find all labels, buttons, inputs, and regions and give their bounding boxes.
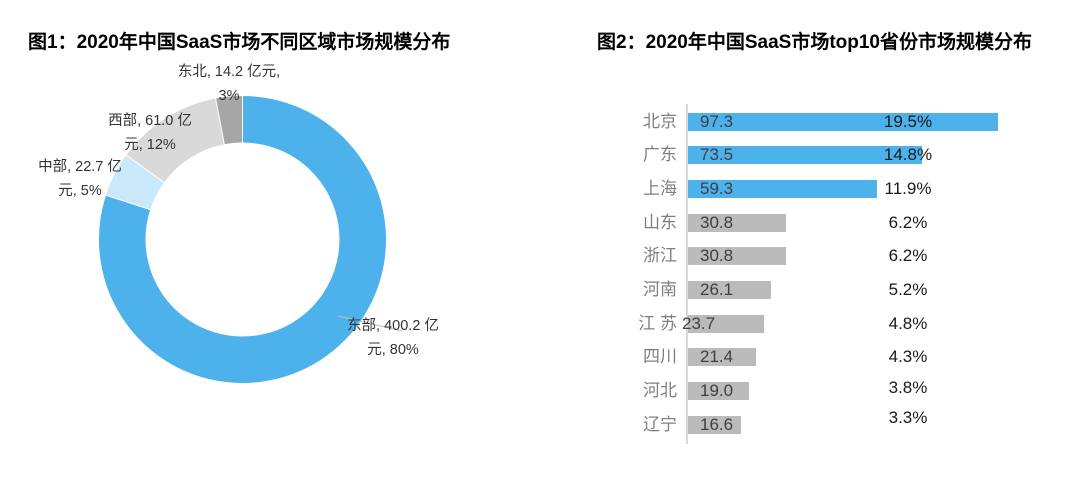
bar-0 xyxy=(688,112,998,131)
bar-value-label-0: 97.3 xyxy=(700,111,734,131)
bar-category-label-0: 北京 xyxy=(643,111,677,131)
bar-percent-label-4: 6.2% xyxy=(888,246,928,266)
bar-2 xyxy=(688,179,877,198)
donut-slice-0 xyxy=(98,94,387,384)
bar-9 xyxy=(688,415,741,434)
bar-percent-label-3: 6.2% xyxy=(888,212,928,232)
bar-value-label-6: 23.7 xyxy=(682,313,716,333)
bar-percent-label-7: 4.3% xyxy=(888,347,928,367)
bar-category-label-4: 浙江 xyxy=(643,246,677,266)
donut-data-label-1: 中部, 22.7 亿元, 5% xyxy=(38,159,122,199)
bar-percent-label-5: 5.2% xyxy=(888,280,928,299)
figure2-title: 图2：2020年中国SaaS市场top10省份市场规模分布 xyxy=(597,32,1032,53)
bar-percent-label-0: 19.5% xyxy=(883,111,933,131)
bar-5 xyxy=(688,281,772,299)
bar-value-label-7: 21.4 xyxy=(700,347,734,367)
donut-chart xyxy=(98,94,403,384)
bar-3 xyxy=(688,213,787,232)
bar-category-label-2: 上海 xyxy=(643,178,677,198)
bar-percent-label-8: 3.8% xyxy=(888,378,928,398)
figure1-title: 图1：2020年中国SaaS市场不同区域市场规模分布 xyxy=(28,32,451,53)
bar-6 xyxy=(688,314,764,333)
bar-value-label-4: 30.8 xyxy=(700,246,734,266)
bar-category-label-3: 山东 xyxy=(643,212,677,232)
bar-percent-label-2: 11.9% xyxy=(884,178,932,198)
bar-percent-label-1: 14.8% xyxy=(883,145,933,165)
y-axis-line xyxy=(686,104,688,444)
bar-4 xyxy=(688,247,787,266)
bar-category-label-5: 河南 xyxy=(643,280,677,299)
bar-value-label-1: 73.5 xyxy=(700,145,734,165)
bar-value-label-3: 30.8 xyxy=(700,212,734,232)
bar-category-label-1: 广东 xyxy=(643,145,677,165)
bar-value-label-5: 26.1 xyxy=(700,280,734,299)
bar-value-label-9: 16.6 xyxy=(700,414,734,434)
bar-percent-label-9: 3.3% xyxy=(888,407,928,427)
bar-1 xyxy=(688,146,923,165)
bar-percent-label-6: 4.8% xyxy=(888,313,928,333)
bar-category-label-6: 江 苏 xyxy=(638,313,677,333)
donut-data-label-0: 东部, 400.2 亿元, 80% xyxy=(347,318,439,358)
donut-data-label-3: 东北, 14.2 亿元, 3% xyxy=(177,64,281,104)
bar-value-label-8: 19.0 xyxy=(700,381,734,401)
bar-value-label-2: 59.3 xyxy=(700,178,734,198)
donut-data-label-2: 西部, 61.0 亿元, 12% xyxy=(108,113,192,153)
bar-category-label-9: 辽宁 xyxy=(643,414,677,434)
bar-category-label-7: 四川 xyxy=(643,347,677,367)
label-leader-line xyxy=(337,315,403,332)
bar-8 xyxy=(688,382,749,401)
donut-slice-3 xyxy=(214,94,243,146)
bar-category-label-8: 河北 xyxy=(643,381,677,401)
bar-7 xyxy=(688,348,757,367)
